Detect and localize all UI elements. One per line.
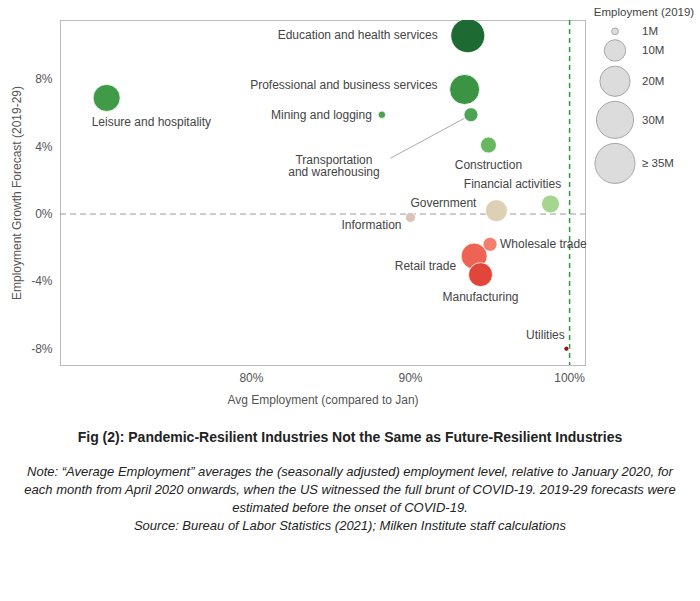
html-text:Source: Bureau of Labor Statis: Source: Bureau of Labor Statistics (2021… <box>133 518 566 533</box>
svg-text:80%: 80% <box>239 371 263 385</box>
svg-text:Employment (2019): Employment (2019) <box>594 6 695 18</box>
svg-text:90%: 90% <box>398 371 422 385</box>
svg-text:10M: 10M <box>642 44 664 56</box>
svg-text:1M: 1M <box>642 25 658 37</box>
svg-text:Mining and logging: Mining and logging <box>271 108 372 122</box>
svg-text:Education and health services: Education and health services <box>278 28 438 42</box>
svg-text:-8%: -8% <box>31 342 53 356</box>
svg-text:Leisure and hospitality: Leisure and hospitality <box>92 115 211 129</box>
svg-text:Construction: Construction <box>455 158 522 172</box>
svg-text:8%: 8% <box>35 72 53 86</box>
svg-text:Utilities: Utilities <box>526 328 565 342</box>
svg-text:4%: 4% <box>35 140 53 154</box>
svg-text:20M: 20M <box>642 75 664 87</box>
svg-text:Information: Information <box>341 218 401 232</box>
svg-text:-4%: -4% <box>31 274 53 288</box>
svg-text:Avg Employment (compared to Ja: Avg Employment (compared to Jan) <box>227 393 418 407</box>
svg-text:100%: 100% <box>554 371 585 385</box>
svg-text:≥ 35M: ≥ 35M <box>642 157 674 169</box>
svg-text:Wholesale trade: Wholesale trade <box>500 237 587 251</box>
svg-text:Transportationand warehousing: Transportationand warehousing <box>288 153 379 179</box>
svg-text:Financial activities: Financial activities <box>464 177 561 191</box>
html-text:Note: “Average Employment” ave: Note: “Average Employment” averages the … <box>24 464 676 515</box>
html-text:Fig (2): Pandemic-Resilient In: Fig (2): Pandemic-Resilient Industries N… <box>77 429 623 445</box>
svg-text:Government: Government <box>410 196 477 210</box>
svg-text:Manufacturing: Manufacturing <box>442 290 518 304</box>
svg-text:30M: 30M <box>642 114 664 126</box>
svg-text:Employment Growth Forecast (20: Employment Growth Forecast (2019-29) <box>10 86 24 300</box>
svg-text:0%: 0% <box>35 207 53 221</box>
svg-text:Professional and business serv: Professional and business services <box>250 78 437 92</box>
svg-text:Retail trade: Retail trade <box>395 259 457 273</box>
